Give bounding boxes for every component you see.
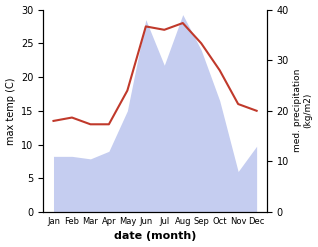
X-axis label: date (month): date (month) <box>114 231 196 242</box>
Y-axis label: med. precipitation
(kg/m2): med. precipitation (kg/m2) <box>293 69 313 152</box>
Y-axis label: max temp (C): max temp (C) <box>5 77 16 144</box>
